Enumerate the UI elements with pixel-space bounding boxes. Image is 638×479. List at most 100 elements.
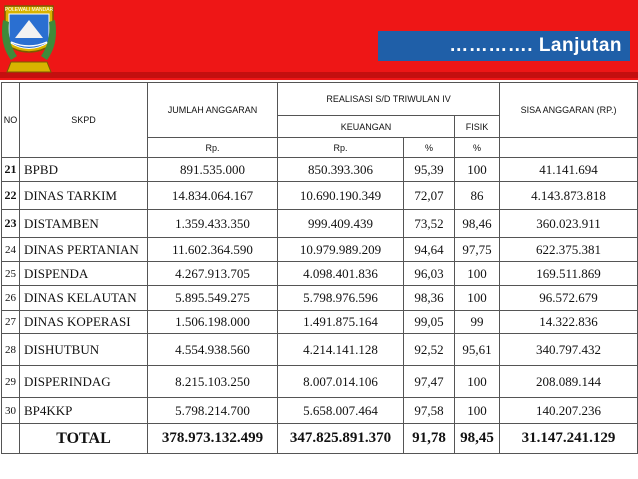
row-no: 22 — [1, 181, 20, 210]
row-jumlah: 4.554.938.560 — [147, 333, 278, 366]
row-jumlah: 891.535.000 — [147, 157, 278, 182]
row-realisasi: 10.979.989.209 — [277, 237, 404, 262]
row-pct: 97,58 — [403, 397, 455, 424]
row-pct: 72,07 — [403, 181, 455, 210]
total-label: TOTAL — [19, 423, 148, 454]
row-no: 28 — [1, 333, 20, 366]
header-realisasi: REALISASI S/D TRIWULAN IV — [276, 82, 501, 116]
continuation-banner: …………. Lanjutan — [378, 31, 630, 61]
row-sisa: 169.511.869 — [499, 261, 638, 286]
table-row: 28 DISHUTBUN 4.554.938.560 4.214.141.128… — [1, 333, 638, 366]
row-no: 25 — [1, 261, 20, 286]
row-skpd: DISPERINDAG — [19, 365, 148, 398]
row-realisasi: 10.690.190.349 — [277, 181, 404, 210]
total-sisa: 31.147.241.129 — [499, 423, 638, 454]
row-skpd: DISHUTBUN — [19, 333, 148, 366]
table-row: 27 DINAS KOPERASI 1.506.198.000 1.491.87… — [1, 310, 638, 334]
table-row: 25 DISPENDA 4.267.913.705 4.098.401.836 … — [1, 261, 638, 286]
row-sisa: 340.797.432 — [499, 333, 638, 366]
row-pct: 97,47 — [403, 365, 455, 398]
table-row: 24 DINAS PERTANIAN 11.602.364.590 10.979… — [1, 237, 638, 262]
header-sisa-anggaran: SISA ANGGARAN (RP.) — [499, 82, 638, 138]
row-skpd: DINAS KOPERASI — [19, 310, 148, 334]
total-fisik: 98,45 — [453, 423, 501, 454]
row-pct: 92,52 — [403, 333, 455, 366]
row-sisa: 140.207.236 — [499, 397, 638, 424]
header-jumlah-anggaran: JUMLAH ANGGARAN — [147, 82, 278, 138]
row-sisa: 622.375.381 — [499, 237, 638, 262]
row-skpd: DINAS PERTANIAN — [19, 237, 148, 262]
row-sisa: 4.143.873.818 — [499, 181, 638, 210]
header-rp-realisasi: Rp. — [277, 137, 404, 158]
row-fisik: 100 — [453, 397, 501, 424]
row-pct: 73,52 — [403, 209, 455, 238]
row-fisik: 100 — [453, 261, 501, 286]
row-jumlah: 5.798.214.700 — [147, 397, 278, 424]
total-no-cell — [1, 423, 20, 454]
row-sisa: 41.141.694 — [499, 157, 638, 182]
row-no: 23 — [1, 209, 20, 238]
row-jumlah: 5.895.549.275 — [147, 285, 278, 311]
row-realisasi: 1.491.875.164 — [277, 310, 404, 334]
regency-emblem-icon: POLEWALI MANDAR — [2, 5, 56, 73]
row-skpd: DINAS KELAUTAN — [19, 285, 148, 311]
row-sisa: 360.023.911 — [499, 209, 638, 238]
header-pct-keuangan: % — [403, 137, 455, 158]
total-realisasi: 347.825.891.370 — [277, 423, 404, 454]
row-realisasi: 4.214.141.128 — [277, 333, 404, 366]
row-no: 24 — [1, 237, 20, 262]
header-fisik: FISIK — [453, 115, 501, 138]
row-fisik: 97,75 — [453, 237, 501, 262]
total-pct: 91,78 — [403, 423, 455, 454]
row-realisasi: 8.007.014.106 — [277, 365, 404, 398]
row-realisasi: 850.393.306 — [277, 157, 404, 182]
budget-realization-table: NO SKPD JUMLAH ANGGARAN REALISASI S/D TR… — [1, 82, 638, 454]
row-no: 29 — [1, 365, 20, 398]
row-fisik: 95,61 — [453, 333, 501, 366]
header-keuangan: KEUANGAN — [277, 115, 455, 138]
row-skpd: DISPENDA — [19, 261, 148, 286]
row-pct: 98,36 — [403, 285, 455, 311]
row-skpd: DISTAMBEN — [19, 209, 148, 238]
row-jumlah: 8.215.103.250 — [147, 365, 278, 398]
row-sisa: 96.572.679 — [499, 285, 638, 311]
total-jumlah: 378.973.132.499 — [147, 423, 278, 454]
table-row: 29 DISPERINDAG 8.215.103.250 8.007.014.1… — [1, 365, 638, 398]
row-skpd: DINAS TARKIM — [19, 181, 148, 210]
row-sisa: 14.322.836 — [499, 310, 638, 334]
row-fisik: 100 — [453, 365, 501, 398]
table-row: 26 DINAS KELAUTAN 5.895.549.275 5.798.97… — [1, 285, 638, 311]
budget-table-container: NO SKPD JUMLAH ANGGARAN REALISASI S/D TR… — [1, 82, 638, 454]
row-pct: 96,03 — [403, 261, 455, 286]
row-skpd: BP4KKP — [19, 397, 148, 424]
row-sisa: 208.089.144 — [499, 365, 638, 398]
row-jumlah: 11.602.364.590 — [147, 237, 278, 262]
row-pct: 95,39 — [403, 157, 455, 182]
row-realisasi: 5.798.976.596 — [277, 285, 404, 311]
header-skpd: SKPD — [19, 82, 148, 158]
row-pct: 94,64 — [403, 237, 455, 262]
row-realisasi: 5.658.007.464 — [277, 397, 404, 424]
header-pct-fisik: % — [453, 137, 501, 158]
row-no: 26 — [1, 285, 20, 311]
total-row: TOTAL 378.973.132.499 347.825.891.370 91… — [1, 423, 638, 454]
row-skpd: BPBD — [19, 157, 148, 182]
row-jumlah: 14.834.064.167 — [147, 181, 278, 210]
row-no: 21 — [1, 157, 20, 182]
table-row: 22 DINAS TARKIM 14.834.064.167 10.690.19… — [1, 181, 638, 210]
header-no: NO — [1, 82, 20, 158]
header-rp-jumlah: Rp. — [147, 137, 278, 158]
row-fisik: 100 — [453, 285, 501, 311]
header-stripe — [0, 72, 638, 78]
row-fisik: 86 — [453, 181, 501, 210]
row-pct: 99,05 — [403, 310, 455, 334]
row-jumlah: 1.506.198.000 — [147, 310, 278, 334]
row-realisasi: 999.409.439 — [277, 209, 404, 238]
row-realisasi: 4.098.401.836 — [277, 261, 404, 286]
table-row: 21 BPBD 891.535.000 850.393.306 95,39 10… — [1, 157, 638, 182]
row-no: 27 — [1, 310, 20, 334]
table-row: 23 DISTAMBEN 1.359.433.350 999.409.439 7… — [1, 209, 638, 238]
row-fisik: 99 — [453, 310, 501, 334]
row-fisik: 100 — [453, 157, 501, 182]
table-row: 30 BP4KKP 5.798.214.700 5.658.007.464 97… — [1, 397, 638, 424]
